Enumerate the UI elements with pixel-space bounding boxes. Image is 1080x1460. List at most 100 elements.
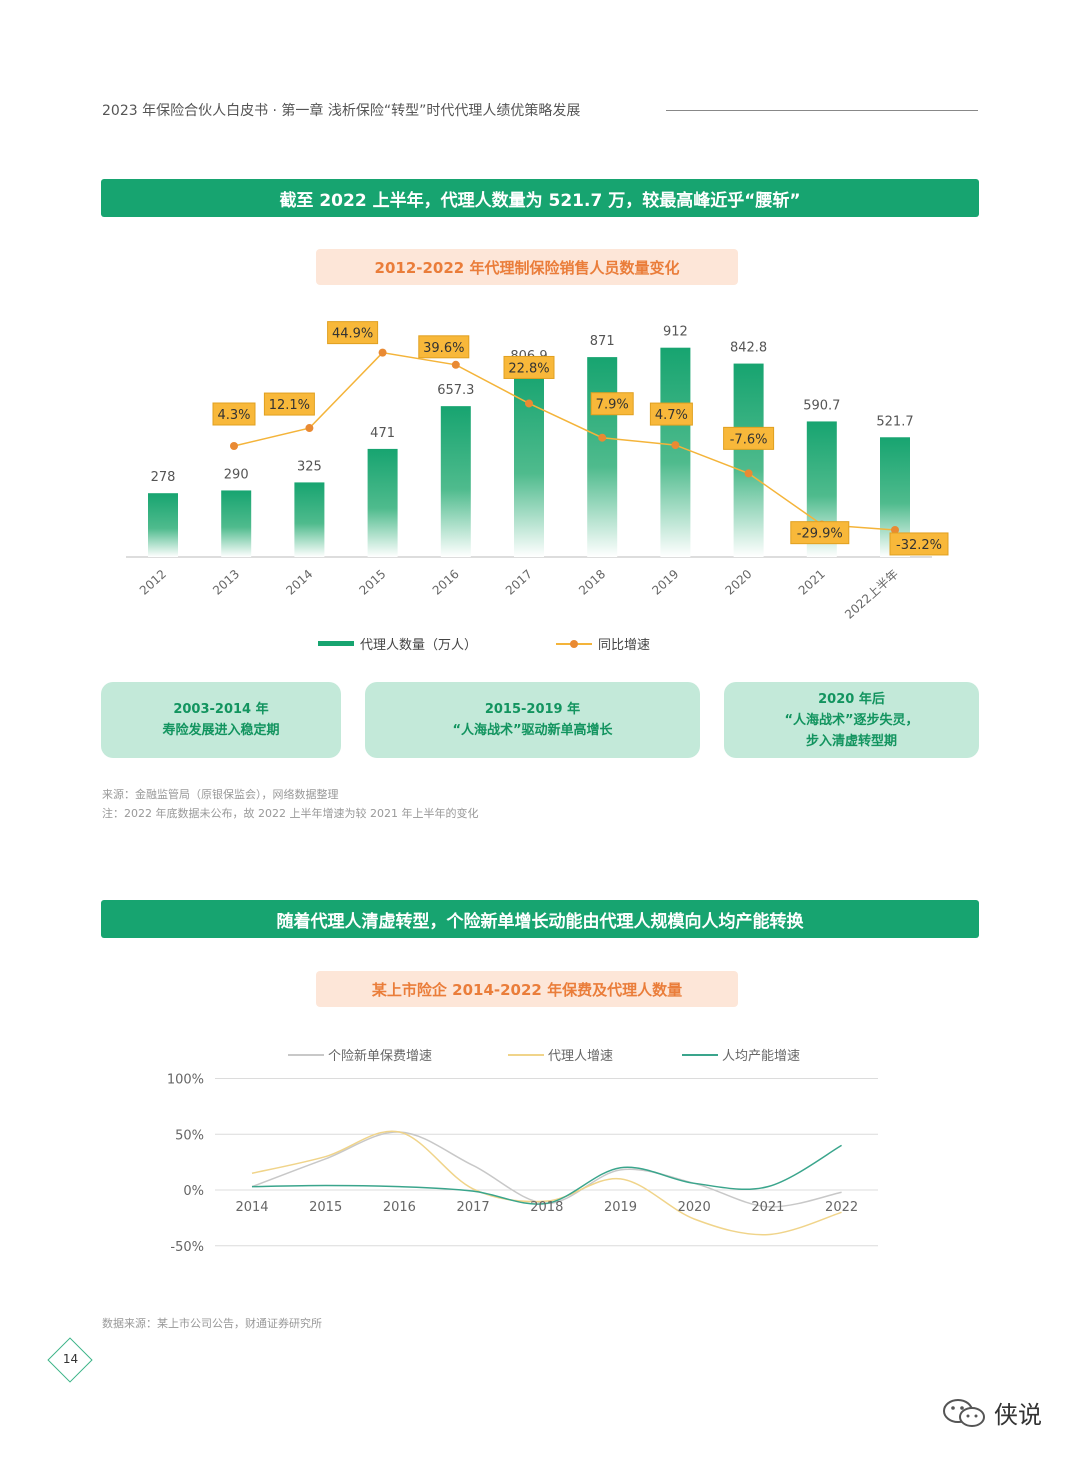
x-tick-label: 2019: [649, 567, 681, 598]
bar-value-label: 290: [224, 467, 249, 482]
x-tick-label: 2021: [796, 567, 828, 598]
bar-value-label: 278: [151, 470, 176, 485]
x-tick-label: 2022上半年: [842, 567, 901, 622]
phase-2-years: 2015-2019 年: [484, 702, 581, 717]
section1-banner: 截至 2022 上半年，代理人数量为 521.7 万，较最高峰近乎“腰斩”: [101, 179, 979, 217]
series-line: [251, 1144, 842, 1205]
source-note-1: 来源：金融监管局（原银保监会），网络数据整理: [102, 788, 339, 801]
growth-label: 7.9%: [596, 398, 629, 413]
x-tick-label: 2016: [430, 567, 462, 598]
growth-point: [891, 525, 899, 534]
growth-label: -32.2%: [896, 538, 942, 553]
phase-card-2: 2015-2019 年 “人海战术”驱动新单高增长: [365, 682, 700, 758]
watermark-text: 侠说: [994, 1401, 1042, 1429]
agent-count-chart: 2782012290201332520144712015657.32016806…: [126, 321, 949, 622]
phase-3-years: 2020 年后: [818, 691, 885, 707]
bar: [587, 357, 618, 557]
growth-label: 4.3%: [217, 408, 250, 423]
x-tick-label: 2018: [530, 1200, 563, 1215]
growth-label: 12.1%: [269, 398, 310, 413]
growth-label-box: [889, 532, 949, 556]
growth-label: -7.6%: [730, 432, 768, 447]
growth-label-box: [212, 402, 256, 426]
growth-label: 39.6%: [423, 341, 464, 356]
x-tick-label: 2019: [604, 1200, 637, 1215]
x-tick-label: 2020: [678, 1200, 711, 1215]
x-tick-label: 2012: [137, 567, 169, 598]
legend2-label-1: 个险新单保费增速: [328, 1049, 433, 1064]
series-line: [251, 1130, 842, 1236]
phase-card-3: 2020 年后 “人海战术”逐步失灵， 步入清虚转型期: [724, 682, 979, 758]
section2-banner: 随着代理人清虚转型，个险新单增长动能由代理人规模向人均产能转换: [101, 900, 979, 938]
bar-value-label: 871: [590, 334, 615, 349]
legend-bar: 代理人数量（万人）: [318, 634, 477, 653]
growth-label-box: [503, 355, 555, 379]
bar-value-label: 912: [663, 325, 688, 340]
legend-line-label: 同比增速: [598, 638, 651, 653]
legend2-swatch-2: [508, 1053, 544, 1056]
bar-value-label: 521.7: [876, 414, 913, 429]
bar: [733, 363, 764, 557]
growth-point: [671, 441, 680, 450]
chart2-title: 某上市险企 2014-2022 年保费及代理人数量: [316, 971, 738, 1007]
growth-label-box: [327, 321, 379, 345]
growth-label: 22.8%: [508, 361, 549, 376]
source-note-2: 数据来源：某上市公司公告，财通证券研究所: [102, 1317, 322, 1330]
x-tick-label: 2016: [383, 1200, 416, 1215]
growth-line-chart: 100% 50% 0% -50% 2014 2015 2016 2017 2018 2019 20…: [167, 1073, 878, 1255]
legend-bar-swatch: [318, 641, 354, 646]
bar: [294, 482, 325, 557]
x-tick-label: 2015: [357, 567, 389, 598]
bar-value-label: 842.8: [730, 341, 767, 356]
x-tick-label: 2014: [283, 567, 315, 598]
phase-3-desc-2: 步入清虚转型期: [805, 733, 897, 749]
legend2-item-2: 代理人增速: [508, 1045, 613, 1064]
legend2-item-1: 个险新单保费增速: [288, 1045, 432, 1064]
phase-card-1: 2003-2014 年 寿险发展进入稳定期: [101, 682, 341, 758]
footnote-1: 注：2022 年底数据未公布，故 2022 上半年增速为较 2021 年上半年的…: [102, 807, 479, 820]
growth-point: [451, 360, 460, 369]
legend2-item-3: 人均产能增速: [682, 1045, 800, 1064]
header-title: 2023 年保险合伙人白皮书 · 第一章 浅析保险“转型”时代代理人绩优策略发展: [102, 103, 581, 119]
phase-1-years: 2003-2014 年: [173, 702, 269, 717]
growth-label: 44.9%: [332, 327, 373, 342]
growth-label-box: [590, 392, 634, 416]
bar-value-label: 471: [370, 426, 395, 441]
y-tick-label: 100%: [167, 1073, 204, 1088]
bar: [148, 493, 178, 557]
legend-bar-label: 代理人数量（万人）: [360, 638, 478, 653]
header-divider: [666, 110, 978, 111]
growth-label-box: [263, 392, 315, 416]
growth-point: [305, 424, 314, 433]
bar: [660, 347, 691, 557]
growth-label-box: [649, 402, 693, 426]
legend-line-swatch: [556, 639, 592, 648]
page-number: 14: [62, 1352, 79, 1366]
x-tick-label: 2022: [825, 1200, 858, 1215]
x-tick-label: 2014: [235, 1200, 268, 1215]
x-tick-label: 2020: [723, 567, 755, 598]
phase-3-desc: “人海战术”逐步失灵，: [784, 712, 919, 728]
legend2-swatch-1: [288, 1053, 324, 1056]
growth-point: [230, 442, 238, 450]
y-tick-label: 0%: [183, 1184, 204, 1199]
phase-1-desc: 寿险发展进入稳定期: [162, 723, 280, 738]
growth-label-box: [790, 521, 850, 545]
phase-2-desc: “人海战术”驱动新单高增长: [452, 723, 613, 738]
growth-point: [525, 399, 533, 408]
growth-label-box: [723, 426, 775, 450]
wechat-icon: [943, 1398, 985, 1427]
chart1-title: 2012-2022 年代理制保险销售人员数量变化: [316, 249, 738, 285]
watermark: 侠说: [940, 1395, 1042, 1430]
legend2-label-2: 代理人增速: [548, 1049, 614, 1064]
x-tick-label: 2013: [210, 567, 242, 598]
bar: [221, 490, 252, 557]
y-tick-label: 50%: [175, 1128, 204, 1143]
growth-point: [598, 433, 607, 442]
growth-point: [378, 348, 387, 357]
x-tick-label: 2017: [503, 567, 535, 598]
bar-value-label: 325: [297, 459, 322, 474]
growth-label: 4.7%: [655, 408, 688, 423]
x-tick-label: 2021: [751, 1200, 784, 1215]
legend-line: 同比增速: [556, 634, 650, 653]
